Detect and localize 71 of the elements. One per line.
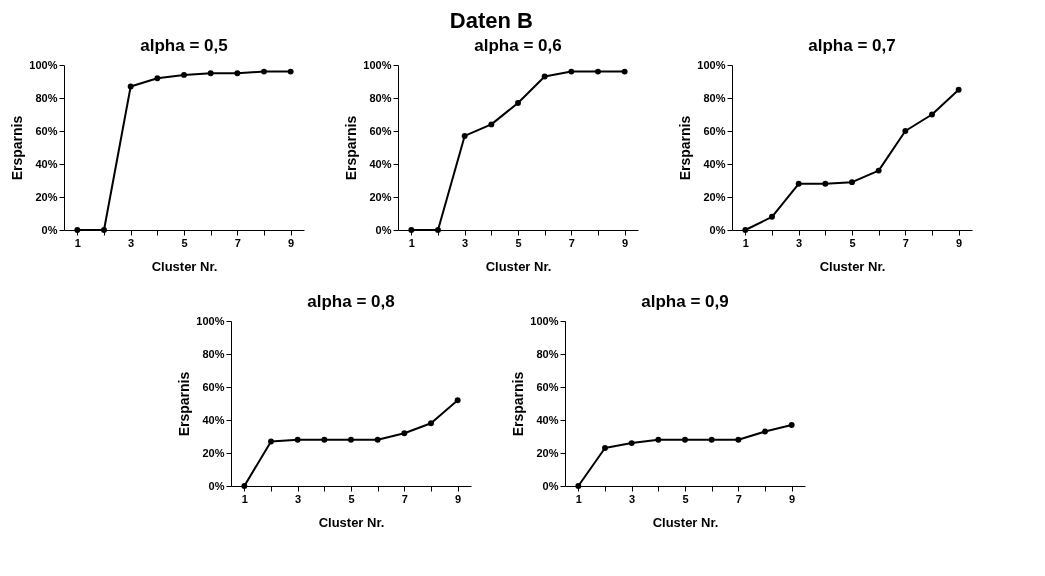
- y-tick-label: 80%: [369, 91, 392, 104]
- y-tick-label: 60%: [202, 380, 225, 393]
- x-axis-title: Cluster Nr.: [485, 258, 552, 274]
- y-tick-label: 20%: [202, 446, 225, 459]
- x-tick-label: 3: [295, 492, 302, 505]
- y-tick-label: 40%: [536, 413, 559, 426]
- x-tick-label: 5: [682, 492, 689, 505]
- x-tick-label: 1: [742, 236, 749, 249]
- y-tick-label: 60%: [369, 124, 392, 137]
- y-tick-label: 100%: [29, 58, 58, 71]
- x-tick-label: 3: [462, 236, 469, 249]
- y-axis-title: Ersparnis: [343, 115, 360, 181]
- chart-title: alpha = 0,7: [808, 36, 896, 55]
- y-tick-label: 20%: [703, 190, 726, 203]
- chart-title: alpha = 0,8: [307, 292, 395, 311]
- y-tick-label: 40%: [703, 157, 726, 170]
- y-tick-label: 60%: [703, 124, 726, 137]
- x-tick-label: 9: [622, 236, 629, 249]
- y-tick-label: 80%: [703, 91, 726, 104]
- chart-title: alpha = 0,5: [140, 36, 228, 55]
- x-tick-label: 7: [401, 492, 408, 505]
- y-tick-label: 20%: [369, 190, 392, 203]
- y-tick-label: 80%: [202, 347, 225, 360]
- y-tick-label: 40%: [202, 413, 225, 426]
- x-tick-label: 7: [568, 236, 575, 249]
- x-tick-label: 3: [128, 236, 135, 249]
- x-axis-title: Cluster Nr.: [318, 514, 385, 530]
- x-tick-label: 3: [629, 492, 636, 505]
- x-tick-label: 5: [348, 492, 355, 505]
- x-tick-label: 3: [796, 236, 803, 249]
- y-axis-title: Ersparnis: [176, 371, 193, 437]
- text: Daten B: [449, 8, 533, 33]
- x-tick-label: 1: [241, 492, 248, 505]
- y-tick-label: 20%: [35, 190, 58, 203]
- y-tick-label: 0%: [709, 223, 726, 236]
- y-tick-label: 80%: [35, 91, 58, 104]
- chart-title: alpha = 0,6: [474, 36, 562, 55]
- y-axis-title: Ersparnis: [9, 115, 26, 181]
- x-tick-label: 5: [181, 236, 188, 249]
- y-tick-label: 0%: [208, 479, 225, 492]
- x-tick-label: 5: [849, 236, 856, 249]
- y-tick-label: 0%: [542, 479, 559, 492]
- y-tick-label: 100%: [530, 314, 559, 327]
- x-tick-label: 1: [74, 236, 81, 249]
- x-tick-label: 5: [515, 236, 522, 249]
- y-tick-label: 80%: [536, 347, 559, 360]
- y-tick-label: 40%: [369, 157, 392, 170]
- x-tick-label: 7: [902, 236, 909, 249]
- y-tick-label: 0%: [375, 223, 392, 236]
- x-axis-title: Cluster Nr.: [819, 258, 886, 274]
- y-tick-label: 40%: [35, 157, 58, 170]
- x-tick-label: 9: [455, 492, 462, 505]
- x-axis-title: Cluster Nr.: [151, 258, 218, 274]
- x-tick-label: 1: [408, 236, 415, 249]
- x-tick-label: 1: [575, 492, 582, 505]
- y-tick-label: 100%: [697, 58, 726, 71]
- x-axis-title: Cluster Nr.: [652, 514, 719, 530]
- y-tick-label: 0%: [41, 223, 58, 236]
- x-tick-label: 9: [789, 492, 796, 505]
- y-tick-label: 100%: [196, 314, 225, 327]
- chart-title: alpha = 0,9: [641, 292, 729, 311]
- y-axis-title: Ersparnis: [510, 371, 527, 437]
- x-tick-label: 9: [288, 236, 295, 249]
- y-axis-title: Ersparnis: [677, 115, 694, 181]
- x-tick-label: 9: [956, 236, 963, 249]
- x-tick-label: 7: [234, 236, 241, 249]
- y-tick-label: 60%: [35, 124, 58, 137]
- y-tick-label: 20%: [536, 446, 559, 459]
- y-tick-label: 60%: [536, 380, 559, 393]
- y-tick-label: 100%: [363, 58, 392, 71]
- x-tick-label: 7: [735, 492, 742, 505]
